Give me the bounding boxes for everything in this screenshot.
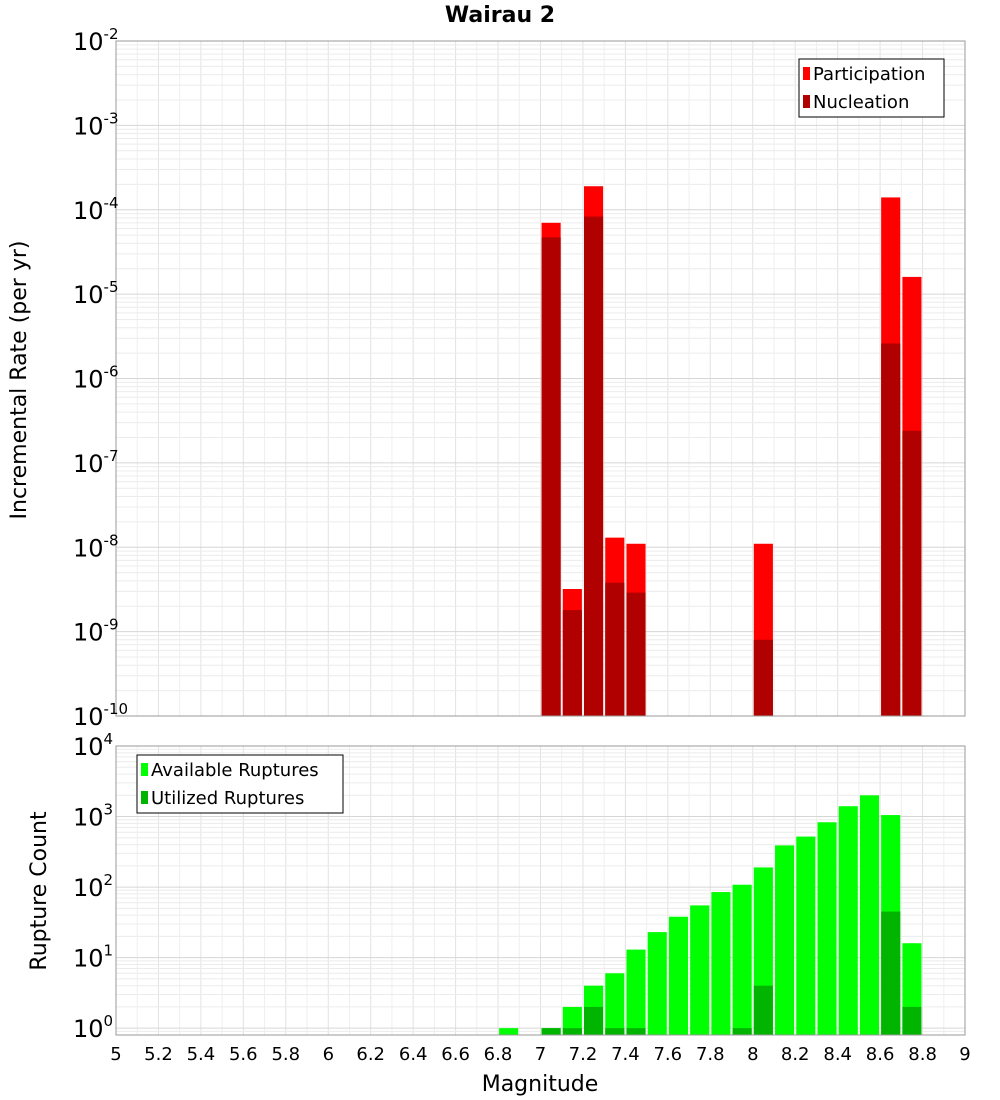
x-tick-label: 8.4 [823,1044,852,1065]
bottom-bar-utilized-ruptures [753,985,773,1035]
bottom-bar-available-ruptures [562,1006,582,1035]
bottom-bar-utilized-ruptures [626,1028,646,1035]
x-axis-label: Magnitude [482,1072,599,1097]
chart-title: Wairau 2 [445,3,555,28]
top-y-tick-label: 10-10 [73,700,128,731]
x-tick-label: 5 [110,1044,121,1065]
bottom-bar-available-ruptures [499,1028,519,1035]
bottom-bar-utilized-ruptures [732,1028,752,1035]
bottom-bar-utilized-ruptures [902,1006,922,1035]
top-y-tick-label: 10-2 [73,25,119,56]
bottom-legend-label: Utilized Ruptures [151,788,304,809]
bottom-bar-available-ruptures [668,916,689,1035]
bottom-bar-utilized-ruptures [541,1028,561,1035]
top-legend-box [798,58,945,118]
top-bar-nucleation [902,430,922,716]
top-bar-nucleation [562,610,582,716]
top-y-tick-label: 10-4 [73,194,119,225]
top-y-tick-label: 10-6 [73,363,119,394]
bottom-legend-swatch [141,763,148,776]
bottom-plot-area: 100 101 102 103 104 Available Ruptures Utilize… [73,730,971,1065]
top-y-tick-label: 10-5 [73,278,119,309]
bottom-bar-available-ruptures [626,949,646,1035]
top-legend-swatch [803,95,810,108]
x-tick-label: 8.6 [866,1044,895,1065]
x-ticks: 5 5.2 5.4 5.6 5.8 6 6.2 6.4 6.6 6.8 7 7.2 7.4 7.6 7.8 8… [110,1044,970,1065]
bottom-bar-available-ruptures [817,822,837,1035]
bottom-bar-available-ruptures [732,884,752,1035]
x-tick-label: 8 [747,1044,758,1065]
bottom-bar-utilized-ruptures [605,1028,625,1035]
bottom-legend-box [136,754,344,814]
bottom-legend-label: Available Ruptures [151,760,319,781]
top-bar-nucleation [541,237,561,717]
top-bar-nucleation [605,582,625,716]
bottom-bar-utilized-ruptures [584,1006,604,1035]
x-tick-label: 6.4 [399,1044,428,1065]
top-legend-label: Nucleation [813,92,909,113]
top-y-tick-label: 10-8 [73,531,119,562]
x-tick-label: 8.8 [908,1044,937,1065]
top-grid [115,41,966,717]
bottom-bar-available-ruptures [775,845,795,1035]
top-y-ticks: 10-10 10-9 10-8 10-7 10-6 10-5 10-4 10-3 10-2 [73,25,128,731]
bottom-y-tick-label: 103 [73,801,113,832]
top-bar-nucleation [626,592,646,716]
top-legend-label: Participation [813,64,925,85]
bottom-bar-available-ruptures [711,892,731,1035]
top-y-tick-label: 10-3 [73,109,119,140]
top-y-tick-label: 10-9 [73,616,119,647]
bottom-bar-available-ruptures [859,795,880,1035]
bottom-legend-swatch [141,791,148,804]
bottom-bar-utilized-ruptures [562,1028,582,1035]
bottom-bar-available-ruptures [838,806,858,1035]
top-plot-area: 10-10 10-9 10-8 10-7 10-6 10-5 10-4 10-3 10-2 Par… [73,25,966,731]
x-tick-label: 7.4 [611,1044,640,1065]
top-y-tick-label: 10-7 [73,447,119,478]
bottom-bar-available-ruptures [796,836,816,1035]
top-bar-nucleation [881,343,901,716]
bottom-y-axis-label: Rupture Count [27,811,52,971]
top-bar-nucleation [584,216,604,716]
x-tick-label: 5.6 [229,1044,258,1065]
x-tick-label: 6.8 [484,1044,513,1065]
x-tick-label: 5.4 [187,1044,216,1065]
bottom-bars [499,795,922,1035]
x-tick-label: 7 [535,1044,546,1065]
top-plot-frame [115,40,966,717]
bottom-y-tick-label: 101 [73,942,113,973]
x-tick-label: 6 [323,1044,334,1065]
bottom-plot-frame [115,745,966,1036]
x-tick-label: 6.2 [356,1044,385,1065]
x-tick-label: 7.2 [569,1044,598,1065]
bottom-y-tick-label: 102 [73,871,113,902]
x-tick-label: 7.8 [696,1044,725,1065]
top-bars [541,186,922,717]
bottom-bar-available-ruptures [647,932,667,1035]
bottom-bar-available-ruptures [605,973,625,1035]
x-tick-label: 8.2 [781,1044,810,1065]
bottom-y-tick-label: 104 [73,730,113,761]
bottom-bar-available-ruptures [690,905,710,1035]
bottom-y-tick-label: 100 [73,1012,113,1043]
x-tick-label: 9 [959,1044,970,1065]
top-bar-nucleation [753,639,773,716]
x-tick-label: 7.6 [653,1044,682,1065]
top-legend: Participation Nucleation [798,58,945,118]
top-legend-swatch [803,67,810,80]
x-tick-label: 5.8 [271,1044,300,1065]
x-tick-label: 5.2 [144,1044,173,1065]
bottom-bar-utilized-ruptures [881,911,901,1035]
x-tick-label: 6.6 [441,1044,470,1065]
top-y-axis-label: Incremental Rate (per yr) [7,241,32,520]
bottom-legend: Available Ruptures Utilized Ruptures [136,754,344,814]
bottom-y-ticks: 100 101 102 103 104 [73,730,113,1043]
